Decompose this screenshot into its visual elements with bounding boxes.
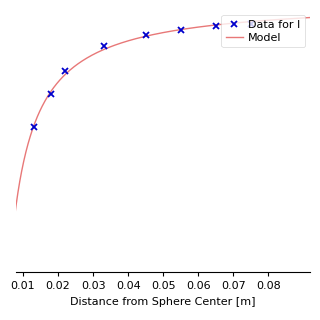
Data for I (63, 69, 67, 73)
Model (223, 22, 227, 26)
Model (257, 19, 261, 23)
Data for I (214, 25, 218, 28)
Model (252, 20, 255, 23)
Data for I (32, 125, 36, 129)
Data for I (249, 22, 253, 26)
Data for I (102, 44, 106, 48)
Data for I (179, 28, 183, 32)
Model (12, 218, 16, 221)
Data for I (144, 33, 148, 37)
Model (148, 34, 151, 37)
X-axis label: Distance from Sphere Center [m]: Distance from Sphere Center [m] (70, 297, 256, 307)
Model (136, 36, 140, 40)
Line: Data for I: Data for I (30, 21, 254, 131)
Data for I (49, 92, 53, 96)
Legend: Data for I, Model: Data for I, Model (221, 15, 305, 47)
Line: Model: Model (14, 17, 320, 220)
Model (319, 15, 320, 19)
Model (44, 98, 47, 102)
